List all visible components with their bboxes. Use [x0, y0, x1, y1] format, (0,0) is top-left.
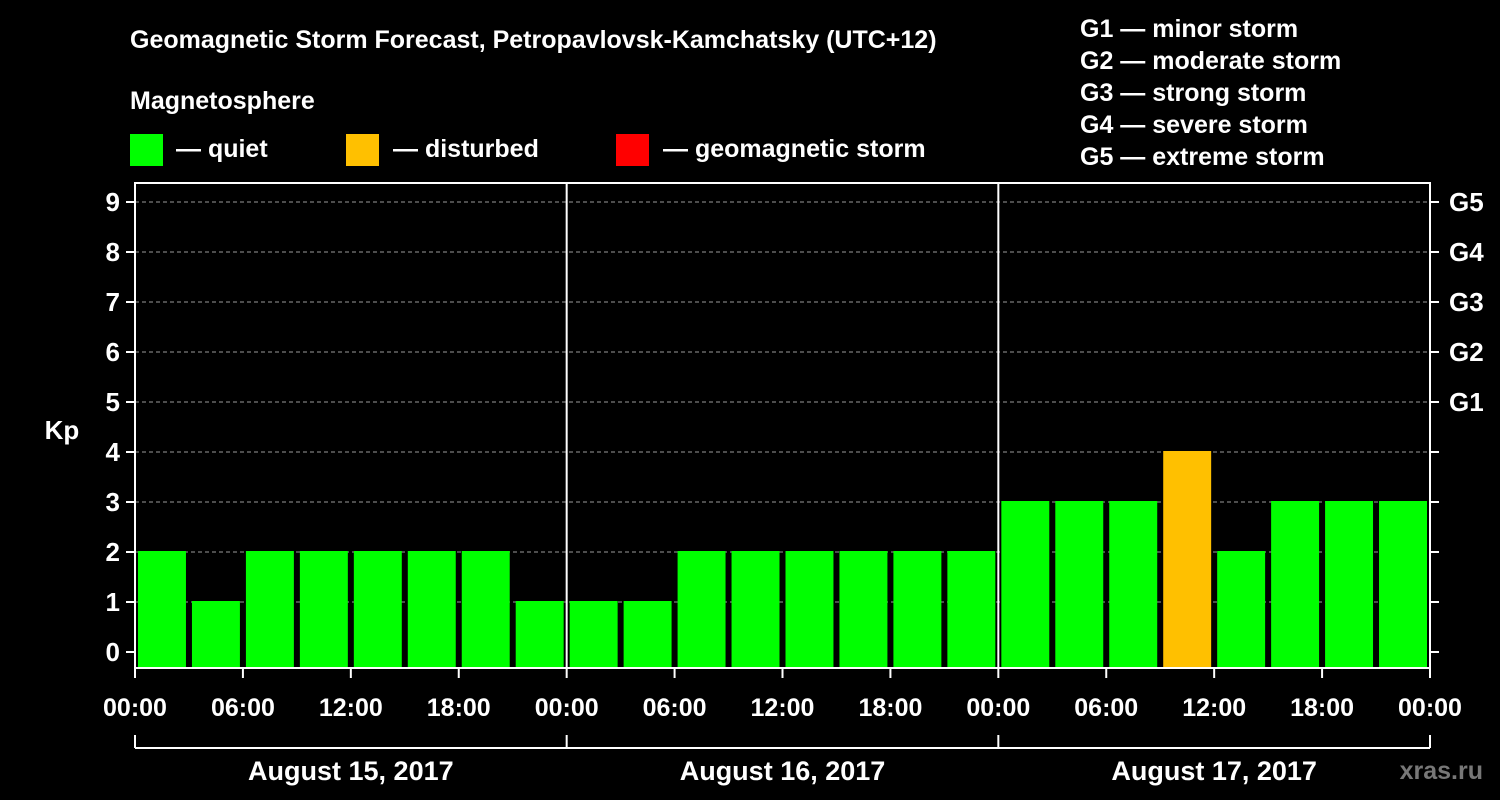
x-tick-label: 18:00 — [858, 694, 922, 722]
kp-bar — [138, 551, 186, 667]
storm-scale-g2: G2 — moderate storm — [1080, 47, 1341, 75]
y-tick-label: 0 — [106, 637, 120, 667]
kp-bar — [1055, 501, 1104, 667]
legend-swatch-quiet — [130, 134, 163, 166]
y-tick-label: 1 — [106, 587, 120, 617]
kp-bar — [1163, 451, 1212, 667]
legend-label-quiet: — quiet — [176, 135, 268, 163]
kp-bar — [245, 551, 294, 667]
storm-scale-legend: G1 — minor storm G2 — moderate storm G3 … — [1080, 15, 1341, 171]
chart-title: Geomagnetic Storm Forecast, Petropavlovs… — [130, 26, 937, 54]
g-scale-label: G3 — [1449, 287, 1484, 317]
legend-swatch-disturbed — [346, 134, 379, 166]
kp-bar — [947, 551, 996, 667]
day-label: August 16, 2017 — [680, 756, 886, 786]
bars — [138, 451, 1427, 667]
kp-bar — [515, 601, 564, 667]
day-label: August 17, 2017 — [1111, 756, 1317, 786]
kp-bar — [569, 601, 618, 667]
kp-bar — [785, 551, 834, 667]
g-scale-label: G5 — [1449, 187, 1484, 217]
kp-bar — [839, 551, 888, 667]
magnetosphere-label: Magnetosphere — [130, 87, 315, 115]
x-tick-label: 00:00 — [966, 694, 1030, 722]
storm-scale-g5: G5 — extreme storm — [1080, 143, 1325, 171]
legend-swatch-storm — [616, 134, 649, 166]
kp-bar — [1379, 501, 1427, 667]
kp-bar — [1001, 501, 1050, 667]
x-tick-label: 06:00 — [1074, 694, 1138, 722]
x-axis: 00:00 06:00 12:00 18:00 00:00 06:00 12:00 18:00… — [103, 668, 1462, 722]
g-scale-label: G4 — [1449, 237, 1484, 267]
legend-label-storm: — geomagnetic storm — [663, 135, 926, 163]
x-tick-label: 12:00 — [1182, 694, 1246, 722]
y-tick-label: 6 — [106, 337, 120, 367]
kp-bar — [1217, 551, 1266, 667]
y-tick-label: 2 — [106, 537, 120, 567]
kp-bar — [623, 601, 672, 667]
grid-lines — [135, 201, 1430, 603]
kp-bar — [1109, 501, 1158, 667]
kp-bar — [1271, 501, 1320, 667]
y-tick-label: 3 — [106, 487, 120, 517]
g-scale-label: G1 — [1449, 387, 1484, 417]
x-tick-label: 06:00 — [211, 694, 275, 722]
kp-bar — [353, 551, 402, 667]
x-tick-label: 12:00 — [751, 694, 815, 722]
day-label: August 15, 2017 — [248, 756, 454, 786]
y-axis: 0 1 2 3 4 5 6 7 8 9 — [106, 187, 135, 667]
x-tick-label: 00:00 — [103, 694, 167, 722]
kp-bar — [299, 551, 348, 667]
x-tick-label: 18:00 — [427, 694, 491, 722]
y-tick-label: 5 — [106, 387, 120, 417]
kp-bar — [191, 601, 240, 667]
x-tick-label: 06:00 — [643, 694, 707, 722]
kp-bar — [1325, 501, 1374, 667]
status-legend: — quiet — disturbed — geomagnetic storm — [130, 134, 926, 166]
x-tick-label: 00:00 — [1398, 694, 1462, 722]
y-tick-label: 8 — [106, 237, 120, 267]
y-tick-label: 4 — [106, 437, 121, 467]
x-tick-label: 12:00 — [319, 694, 383, 722]
kp-bar — [407, 551, 456, 667]
watermark: xras.ru — [1400, 757, 1483, 785]
storm-scale-g1: G1 — minor storm — [1080, 15, 1298, 43]
kp-bar — [461, 551, 510, 667]
legend-label-disturbed: — disturbed — [393, 135, 539, 163]
kp-bar — [677, 551, 726, 667]
right-axis: G1 G2 G3 G4 G5 — [1430, 187, 1484, 653]
x-tick-label: 00:00 — [535, 694, 599, 722]
y-axis-label: Kp — [45, 415, 80, 445]
y-tick-label: 9 — [106, 187, 120, 217]
kp-bar — [893, 551, 942, 667]
storm-scale-g3: G3 — strong storm — [1080, 79, 1306, 107]
day-labels: August 15, 2017 August 16, 2017 August 17,… — [134, 735, 1431, 786]
kp-bar — [731, 551, 780, 667]
g-scale-label: G2 — [1449, 337, 1484, 367]
storm-scale-g4: G4 — severe storm — [1080, 111, 1308, 139]
x-tick-label: 18:00 — [1290, 694, 1354, 722]
y-tick-label: 7 — [106, 287, 120, 317]
